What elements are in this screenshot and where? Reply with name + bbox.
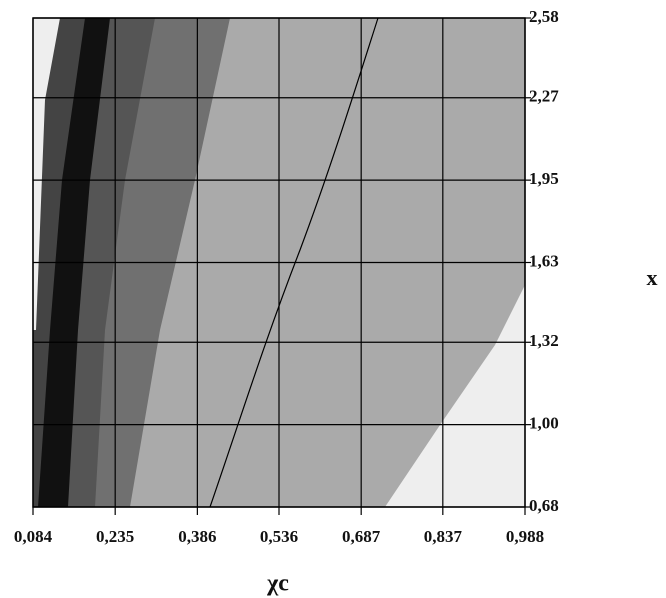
- y-tick-label: 1,63: [529, 251, 559, 270]
- x-tick-label: 0,988: [506, 527, 544, 546]
- x-tick-label: 0,386: [178, 527, 216, 546]
- y-tick-label: 1,32: [529, 331, 559, 350]
- y-tick-label: 1,95: [529, 169, 559, 188]
- x-tick-label: 0,536: [260, 527, 298, 546]
- x-tick-label: 0,687: [342, 527, 381, 546]
- contour-line: [209, 17, 379, 508]
- x-tick-label: 0,235: [96, 527, 134, 546]
- x-tick-label: 0,084: [14, 527, 53, 546]
- band-light-left: [33, 18, 60, 330]
- x-axis-label: χc: [266, 571, 289, 597]
- y-tick-label: 1,00: [529, 414, 559, 433]
- y-tick-label: 2,27: [529, 87, 559, 106]
- band-light-right: [385, 285, 525, 507]
- x-tick-label: 0,837: [424, 527, 463, 546]
- y-tick-label: 2,58: [529, 7, 559, 26]
- y-tick-label: 0,68: [529, 496, 559, 515]
- y-axis-label: x: [647, 265, 658, 290]
- band-dark-3: [33, 18, 85, 507]
